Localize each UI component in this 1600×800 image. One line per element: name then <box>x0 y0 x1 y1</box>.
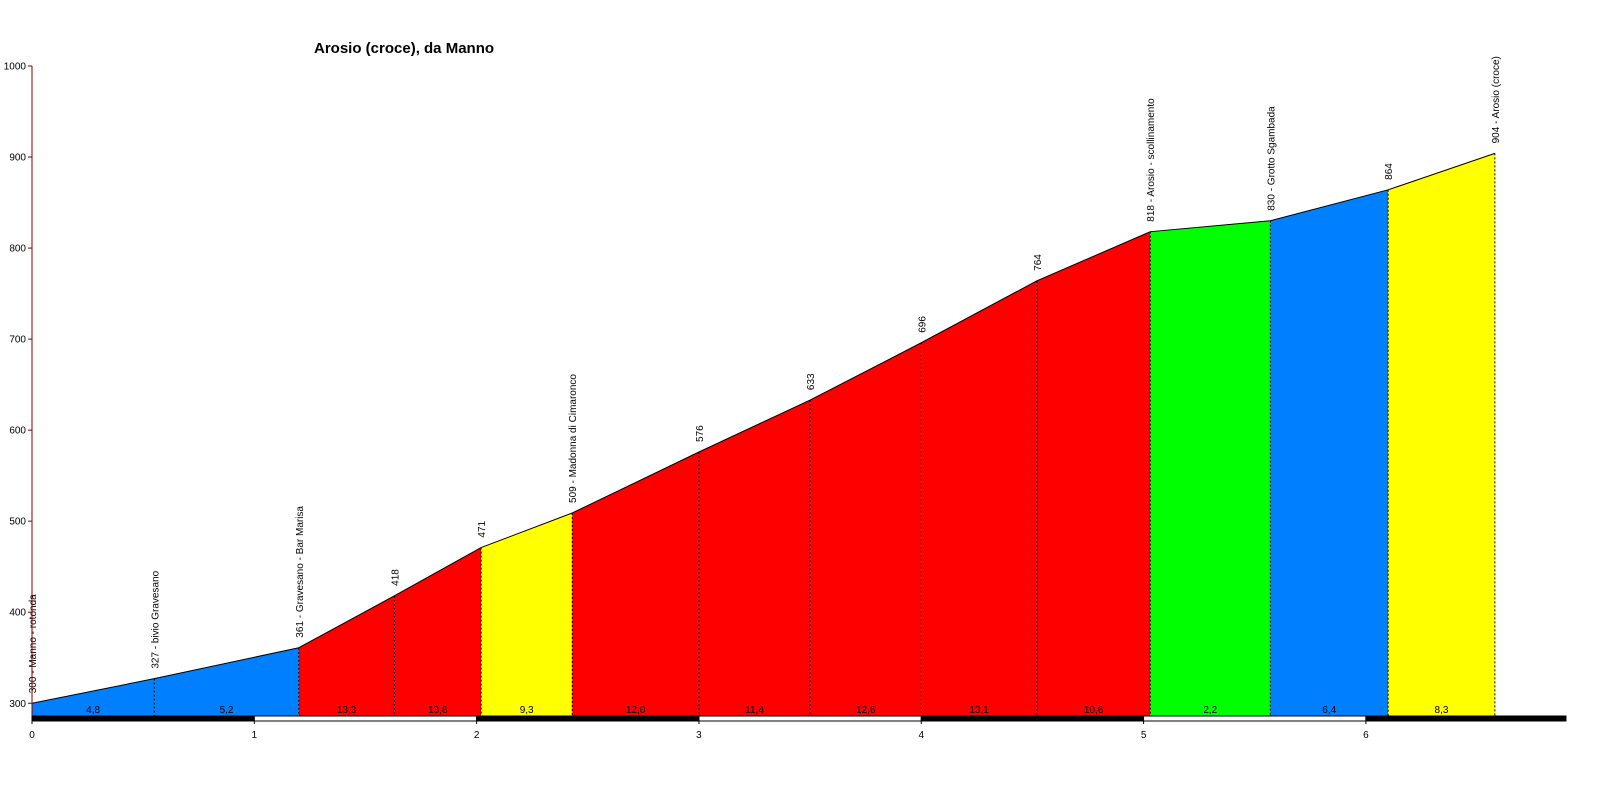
gradient-label: 9,3 <box>520 705 534 716</box>
segment <box>298 595 395 716</box>
km-bar <box>1143 715 1367 722</box>
point-label: 764 <box>1033 254 1044 271</box>
y-tick-label: 300 <box>9 699 26 710</box>
km-bar <box>698 715 922 722</box>
segment <box>32 678 155 716</box>
x-tick-label: 5 <box>1141 730 1147 741</box>
point-label: 361 - Gravesano - Bar Marisa <box>295 506 306 638</box>
y-tick-label: 700 <box>9 335 26 346</box>
point-label: 418 <box>390 569 401 586</box>
segment <box>1270 189 1389 717</box>
gradient-label: 8,3 <box>1435 705 1449 716</box>
y-tick-label: 400 <box>9 608 26 619</box>
point-label: 576 <box>695 425 706 442</box>
chart-title: Arosio (croce), da Manno <box>314 40 494 57</box>
x-tick-label: 4 <box>918 730 924 741</box>
x-tick-label: 2 <box>474 730 480 741</box>
segment <box>154 647 299 716</box>
point-label: 327 - bivio Gravesano <box>150 570 161 668</box>
segment <box>921 280 1037 716</box>
x-tick-label: 6 <box>1363 730 1369 741</box>
gradient-label: 2,2 <box>1203 705 1217 716</box>
gradient-label: 13,6 <box>428 705 448 716</box>
y-tick-label: 900 <box>9 153 26 164</box>
segment <box>572 451 699 716</box>
segment <box>698 400 811 716</box>
gradient-label: 11,4 <box>745 705 764 716</box>
km-bar <box>253 715 478 722</box>
gradient-label: 13,1 <box>969 705 989 716</box>
gradient-label: 4,8 <box>86 705 100 716</box>
segment <box>810 342 922 716</box>
profile-line <box>31 152 1496 704</box>
y-tick-label: 1000 <box>4 62 27 73</box>
gradient-label: 5,2 <box>220 705 234 716</box>
point-label: 864 <box>1384 163 1395 180</box>
x-tick-label: 1 <box>252 730 258 741</box>
y-tick-label: 500 <box>9 517 26 528</box>
x-tick-label: 0 <box>29 730 35 741</box>
point-label: 696 <box>917 316 928 333</box>
gradient-label: 13,3 <box>337 705 357 716</box>
km-bar <box>476 715 700 722</box>
y-tick-label: 600 <box>9 426 26 437</box>
km-bar <box>920 715 1145 722</box>
segment <box>1150 220 1271 716</box>
x-tick-label: 3 <box>696 730 702 741</box>
gradient-label: 10,6 <box>1084 705 1104 716</box>
point-label: 830 - Grotto Sgambada <box>1266 106 1277 211</box>
point-label: 300 - Manno - rotonda <box>28 594 39 693</box>
km-bar <box>1365 716 1566 721</box>
segment <box>394 547 482 716</box>
segment <box>481 512 573 716</box>
point-label: 818 - Arosio - scollinamento <box>1146 98 1157 222</box>
segment <box>1036 231 1151 716</box>
y-tick-label: 800 <box>9 244 26 255</box>
gradient-label: 12,6 <box>856 705 876 716</box>
point-label: 509 - Madonna di Cimaronco <box>568 374 579 503</box>
point-label: 904 - Arosio (croce) <box>1491 56 1502 143</box>
point-label: 633 <box>806 373 817 390</box>
segment <box>1388 153 1495 716</box>
point-label: 471 <box>477 520 488 537</box>
gradient-label: 12,0 <box>626 705 646 716</box>
km-bar <box>31 715 255 722</box>
gradient-label: 6,4 <box>1322 705 1336 716</box>
